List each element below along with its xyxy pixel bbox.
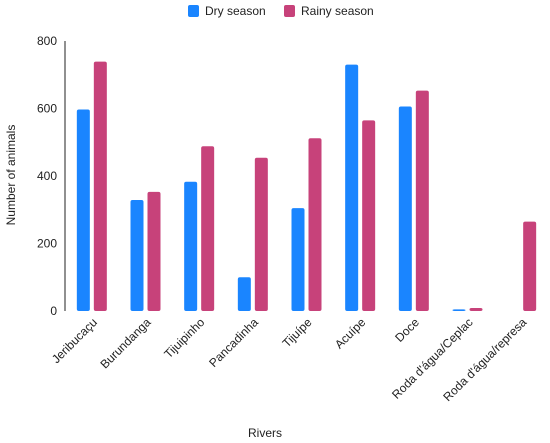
- y-tick-label: 0: [50, 304, 57, 318]
- bar-dry-4: [291, 208, 305, 311]
- bar-rainy-7: [469, 307, 483, 311]
- bar-rainy-2: [201, 146, 215, 311]
- x-tick-label: Doce: [392, 315, 422, 345]
- legend-swatch-rainy: [284, 5, 295, 17]
- bar-rainy-1: [147, 191, 161, 311]
- bar-rainy-0: [93, 61, 107, 312]
- x-tick-label: Tijuipinho: [161, 315, 207, 361]
- y-axis: 0 200 400 600 800: [37, 34, 66, 318]
- bar-dry-0: [76, 109, 90, 311]
- x-tick-label: Pancadinha: [206, 315, 261, 370]
- bar-dry-6: [398, 106, 412, 311]
- bar-dry-1: [130, 199, 144, 311]
- x-tick-label: Burundanga: [97, 315, 153, 371]
- x-tick-label: Tijuípe: [280, 315, 315, 350]
- x-tick-label: Acuípe: [332, 315, 369, 352]
- bar-dry-5: [345, 64, 359, 311]
- bar-rainy-8: [523, 221, 537, 311]
- bar-rainy-6: [415, 90, 429, 311]
- y-tick-label: 600: [37, 102, 57, 116]
- bar-dry-3: [237, 277, 251, 311]
- legend-swatch-dry: [188, 5, 199, 17]
- bar-dry-7: [452, 309, 466, 311]
- legend-label-rainy: Rainy season: [301, 4, 374, 18]
- bar-dry-2: [184, 181, 198, 311]
- legend-label-dry: Dry season: [205, 4, 266, 18]
- x-axis-title: Rivers: [248, 426, 282, 440]
- bar-rainy-3: [254, 157, 268, 311]
- bar-rainy-4: [308, 138, 322, 311]
- y-tick-label: 400: [37, 169, 57, 183]
- x-tick-label: Jeribucaçu: [49, 315, 100, 366]
- legend: Dry season Rainy season: [188, 4, 374, 18]
- y-axis-title: Number of animals: [4, 125, 18, 226]
- y-tick-label: 200: [37, 237, 57, 251]
- bars: [76, 61, 537, 312]
- y-tick-label: 800: [37, 34, 57, 48]
- bar-rainy-5: [362, 120, 376, 311]
